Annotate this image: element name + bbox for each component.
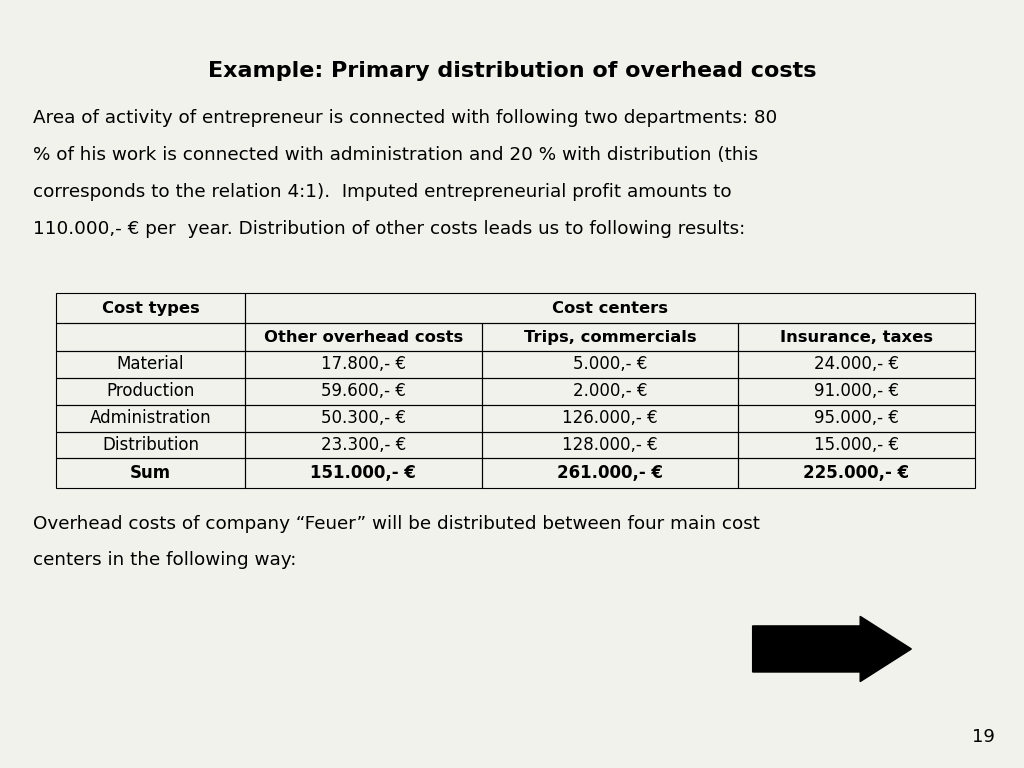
Bar [738,405,975,432]
Bar [56,432,245,458]
Bar [481,323,738,351]
Text: 225.000,- €: 225.000,- € [804,464,909,482]
Bar [738,458,975,488]
Text: 15.000,- €: 15.000,- € [814,436,899,454]
Text: centers in the following way:: centers in the following way: [33,551,296,569]
Bar [481,351,738,378]
Text: Area of activity of entrepreneur is connected with following two departments: 80: Area of activity of entrepreneur is conn… [33,109,777,127]
Bar [738,323,975,351]
Text: Sum: Sum [130,464,171,482]
Text: Cost centers: Cost centers [552,301,668,316]
Text: Distribution: Distribution [102,436,199,454]
Bar [481,432,738,458]
Text: Other overhead costs: Other overhead costs [263,329,463,345]
Text: Example: Primary distribution of overhead costs: Example: Primary distribution of overhea… [208,61,816,81]
Text: 128.000,- €: 128.000,- € [562,436,657,454]
Text: Insurance, taxes: Insurance, taxes [780,329,933,345]
Bar [245,293,975,323]
Text: 261.000,- €: 261.000,- € [557,464,663,482]
Text: 19: 19 [973,729,995,746]
Text: 126.000,- €: 126.000,- € [562,409,657,427]
Text: 59.600,- €: 59.600,- € [321,382,406,400]
Bar [56,405,245,432]
Bar [56,351,245,378]
Bar [245,378,481,405]
Text: corresponds to the relation 4:1).  Imputed entrepreneurial profit amounts to: corresponds to the relation 4:1). Impute… [33,183,731,200]
Text: Production: Production [106,382,195,400]
Bar [245,323,481,351]
Text: 2.000,- €: 2.000,- € [572,382,647,400]
Bar [245,351,481,378]
Bar [481,405,738,432]
Text: Trips, commercials: Trips, commercials [523,329,696,345]
Text: 110.000,- € per  year. Distribution of other costs leads us to following results: 110.000,- € per year. Distribution of ot… [33,220,745,237]
Text: Material: Material [117,356,184,373]
Bar [245,405,481,432]
Text: % of his work is connected with administration and 20 % with distribution (this: % of his work is connected with administ… [33,146,758,164]
Bar [56,458,245,488]
Text: 95.000,- €: 95.000,- € [814,409,899,427]
Bar [56,323,245,351]
Text: 151.000,- €: 151.000,- € [310,464,416,482]
Bar [738,351,975,378]
Text: Cost types: Cost types [101,301,200,316]
Bar [245,432,481,458]
Bar [56,293,245,323]
Bar [738,432,975,458]
Text: Overhead costs of company “Feuer” will be distributed between four main cost: Overhead costs of company “Feuer” will b… [33,515,760,532]
Text: 5.000,- €: 5.000,- € [572,356,647,373]
Text: 50.300,- €: 50.300,- € [321,409,406,427]
Bar [56,378,245,405]
Text: Administration: Administration [90,409,211,427]
FancyArrow shape [753,616,911,682]
Text: 17.800,- €: 17.800,- € [321,356,406,373]
Bar [481,378,738,405]
Text: 23.300,- €: 23.300,- € [321,436,406,454]
Text: 91.000,- €: 91.000,- € [814,382,899,400]
Bar [245,458,481,488]
Text: 24.000,- €: 24.000,- € [814,356,899,373]
Bar [481,458,738,488]
Bar [738,378,975,405]
